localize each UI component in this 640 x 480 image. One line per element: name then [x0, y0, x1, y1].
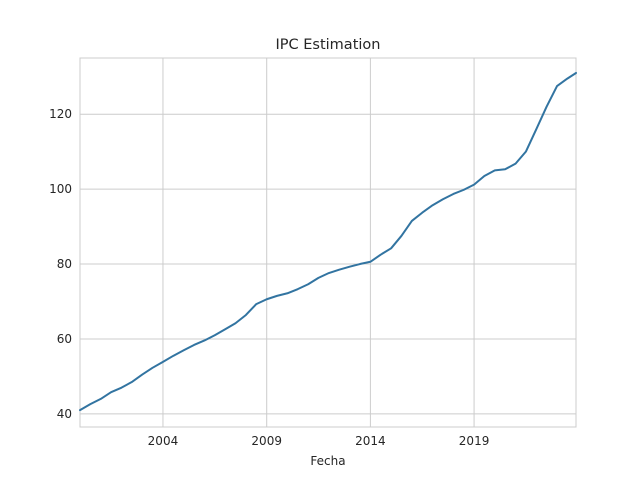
x-tick-label: 2019: [459, 434, 490, 448]
x-axis-ticks: 2004 2009 2014 2019: [148, 434, 490, 448]
y-tick-label: 120: [49, 107, 72, 121]
chart-title: IPC Estimation: [276, 37, 381, 53]
plot-area: [79, 57, 577, 428]
y-tick-label: 40: [57, 407, 72, 421]
x-tick-label: 2014: [355, 434, 386, 448]
grid: [80, 58, 576, 427]
y-tick-label: 60: [57, 332, 72, 346]
y-axis-ticks: 40 60 80 100 120: [49, 107, 72, 421]
x-tick-label: 2009: [251, 434, 282, 448]
x-tick-label: 2004: [148, 434, 179, 448]
series-line: [79, 71, 577, 412]
y-tick-label: 80: [57, 257, 72, 271]
x-axis-label: Fecha: [310, 454, 345, 468]
y-tick-label: 100: [49, 182, 72, 196]
